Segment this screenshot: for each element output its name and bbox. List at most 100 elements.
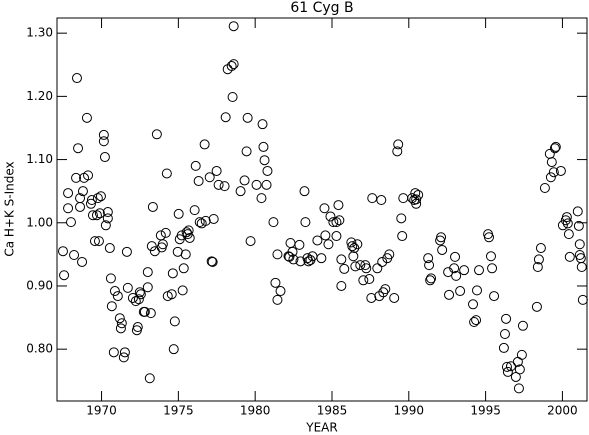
- y-axis-label: Ca H+K S-Index: [3, 161, 17, 256]
- data-point: [168, 344, 179, 355]
- data-point: [316, 253, 327, 264]
- data-point: [449, 263, 460, 274]
- data-point: [312, 235, 323, 246]
- data-point: [83, 170, 94, 181]
- data-point: [533, 254, 544, 265]
- data-point: [574, 239, 585, 250]
- data-point: [455, 286, 466, 297]
- data-point: [226, 61, 237, 72]
- data-point: [93, 236, 104, 247]
- data-point: [151, 129, 162, 140]
- data-point: [331, 217, 342, 228]
- data-point: [207, 256, 218, 267]
- data-point: [177, 285, 188, 296]
- data-point: [169, 316, 180, 327]
- data-point: [275, 286, 286, 297]
- data-point: [98, 136, 109, 147]
- data-point: [389, 292, 400, 303]
- data-point: [410, 188, 421, 199]
- data-point: [261, 179, 272, 190]
- data-point: [331, 231, 342, 242]
- data-point: [144, 373, 155, 384]
- data-point: [102, 207, 113, 218]
- data-point: [251, 179, 262, 190]
- data-point: [135, 289, 146, 300]
- data-point: [178, 263, 189, 274]
- data-point: [377, 256, 388, 267]
- data-point: [561, 212, 572, 223]
- data-point: [336, 254, 347, 265]
- data-point: [436, 232, 447, 243]
- data-point: [352, 239, 363, 250]
- data-point: [91, 210, 102, 221]
- x-tick-label: 2000: [547, 404, 578, 418]
- data-point: [378, 287, 389, 298]
- data-point: [325, 211, 336, 222]
- data-point: [539, 183, 550, 194]
- data-point: [295, 256, 306, 267]
- data-point: [220, 112, 231, 123]
- data-point: [336, 280, 347, 291]
- data-point: [288, 254, 299, 265]
- data-point: [139, 306, 150, 317]
- data-point: [239, 175, 250, 186]
- data-point: [134, 287, 145, 298]
- data-point: [366, 292, 377, 303]
- data-point: [502, 366, 513, 377]
- data-point: [517, 320, 528, 331]
- data-point: [514, 364, 525, 375]
- data-point: [227, 92, 238, 103]
- data-point: [118, 352, 129, 363]
- data-point: [167, 268, 178, 279]
- data-point: [333, 200, 344, 211]
- data-point: [94, 208, 105, 219]
- data-point: [132, 322, 143, 333]
- data-point: [319, 203, 330, 214]
- data-point: [510, 371, 521, 382]
- data-point: [256, 193, 267, 204]
- x-tick-label: 1980: [240, 404, 271, 418]
- data-point: [59, 270, 70, 281]
- data-point: [211, 165, 222, 176]
- data-point: [576, 262, 587, 273]
- data-point: [285, 237, 296, 248]
- data-point: [77, 256, 88, 267]
- x-tick-label: 1995: [470, 404, 501, 418]
- data-point: [102, 213, 113, 224]
- data-point: [355, 260, 366, 271]
- data-point: [396, 213, 407, 224]
- data-point: [499, 329, 510, 340]
- data-point: [450, 251, 461, 262]
- data-point: [193, 176, 204, 187]
- data-point: [564, 251, 575, 262]
- data-point: [160, 227, 171, 238]
- data-point: [71, 73, 82, 84]
- data-point: [572, 206, 583, 217]
- data-point: [63, 188, 74, 199]
- data-point: [204, 172, 215, 183]
- data-point: [334, 215, 345, 226]
- data-point: [505, 361, 516, 372]
- data-point: [105, 273, 116, 284]
- plot-frame: [56, 17, 588, 402]
- data-point: [108, 347, 119, 358]
- data-point: [577, 294, 588, 305]
- y-tick-label: 1.30: [26, 26, 53, 40]
- data-point: [372, 263, 383, 274]
- data-point: [328, 217, 339, 228]
- data-point: [555, 165, 566, 176]
- data-point: [348, 251, 359, 262]
- chart-title: 61 Cyg B: [290, 0, 353, 16]
- data-point: [183, 225, 194, 236]
- x-tick-label: 1970: [86, 404, 117, 418]
- data-point: [411, 194, 422, 205]
- data-point: [367, 193, 378, 204]
- data-point: [349, 243, 360, 254]
- data-point: [516, 349, 527, 360]
- data-point: [208, 213, 219, 224]
- data-point: [228, 21, 239, 32]
- data-point: [423, 253, 434, 264]
- data-point: [157, 239, 168, 250]
- data-point: [474, 265, 485, 276]
